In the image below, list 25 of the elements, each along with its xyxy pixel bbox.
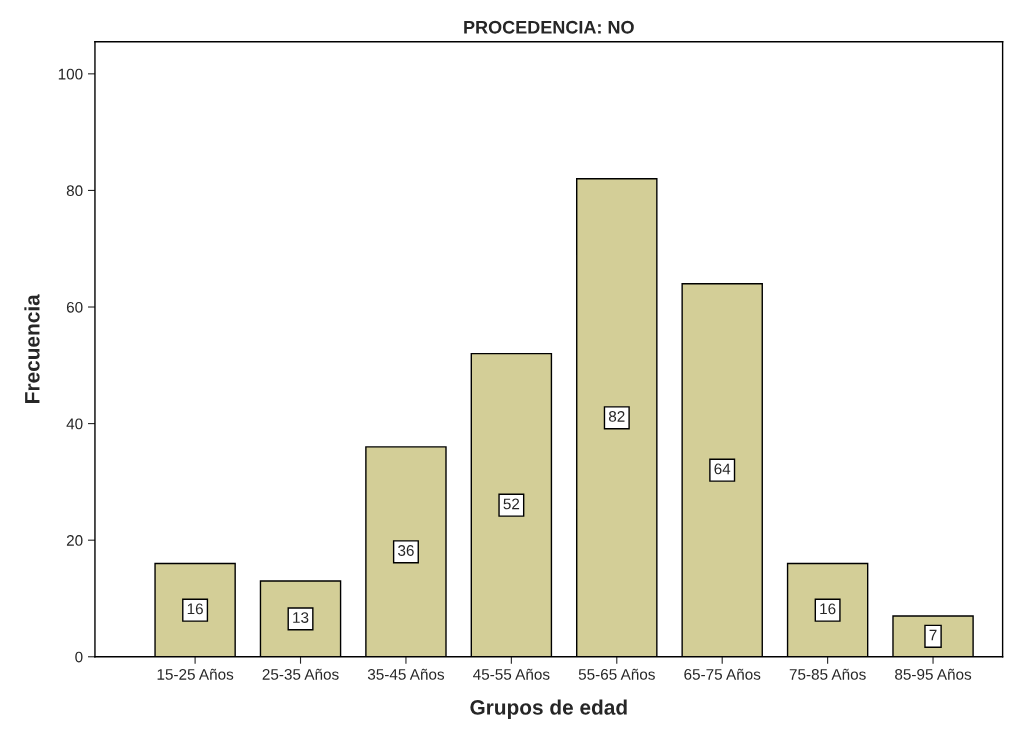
x-tick-label: 35-45 Años — [367, 668, 445, 680]
x-axis-title: Grupos de edad — [470, 699, 627, 719]
data-label: 16 — [820, 603, 836, 615]
y-tick-label: 40 — [66, 418, 83, 430]
data-label: 82 — [608, 411, 625, 422]
y-tick-label: 0 — [75, 651, 83, 663]
x-tick-label: 75-85 Años — [789, 668, 866, 680]
x-tick-label: 55-65 Años — [578, 668, 655, 680]
data-label: 13 — [293, 612, 309, 623]
data-label: 7 — [929, 629, 937, 641]
x-tick-label: 15-25 Años — [157, 668, 234, 680]
y-tick-label: 80 — [66, 185, 83, 197]
y-tick-label: 20 — [66, 535, 83, 546]
data-label: 16 — [187, 603, 203, 615]
x-tick-label: 45-55 Años — [473, 668, 550, 680]
x-tick-label: 25-35 Años — [262, 668, 339, 680]
data-label: 64 — [714, 463, 731, 475]
data-label: 52 — [503, 498, 520, 510]
x-tick-label: 65-75 Años — [684, 668, 761, 680]
chart-title: PROCEDENCIA: NO — [464, 20, 634, 34]
y-tick-label: 100 — [58, 68, 83, 80]
y-axis-title: Frecuencia — [24, 294, 40, 403]
data-label: 36 — [398, 545, 414, 556]
y-tick-label: 60 — [66, 301, 83, 313]
x-tick-label: 85-95 Años — [895, 668, 972, 680]
